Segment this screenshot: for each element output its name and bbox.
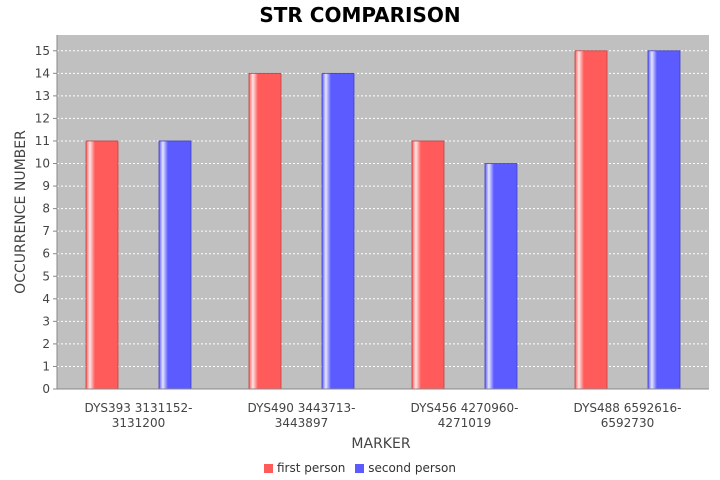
legend-label: second person [368, 461, 456, 475]
x-tick-label: DYS393 3131152-3131200 [84, 401, 192, 430]
y-tick-label: 7 [42, 224, 50, 238]
y-tick-label: 10 [35, 157, 50, 171]
y-tick-label: 2 [42, 337, 50, 351]
legend-label: first person [277, 461, 346, 475]
bar-second-person [647, 50, 681, 390]
legend: first person second person [0, 461, 720, 476]
y-tick-label: 9 [42, 179, 50, 193]
y-tick-label: 13 [35, 89, 50, 103]
y-tick-label: 11 [35, 134, 50, 148]
y-tick-label: 12 [35, 111, 50, 125]
legend-item-first-person: first person [264, 461, 345, 475]
bar-first-person [248, 72, 282, 390]
x-axis-title: MARKER [351, 436, 410, 452]
y-tick-label: 14 [35, 66, 50, 80]
bars [85, 50, 681, 390]
y-tick-label: 8 [42, 202, 50, 216]
bar-first-person [411, 140, 445, 390]
chart-title: STR COMPARISON [259, 3, 461, 27]
legend-swatch-blue [355, 463, 365, 473]
bar-second-person [484, 163, 518, 390]
x-tick-label: DYS488 6592616-6592730 [573, 401, 681, 430]
x-tick-label: DYS490 3443713-3443897 [247, 401, 355, 430]
legend-swatch-red [264, 463, 273, 473]
y-tick-label: 3 [42, 314, 50, 328]
y-tick-label: 15 [35, 44, 50, 58]
bar-first-person [85, 140, 119, 390]
bar-second-person [321, 72, 355, 390]
bar-second-person [158, 140, 192, 390]
y-tick-label: 0 [42, 382, 50, 396]
y-tick-label: 6 [42, 247, 50, 261]
axes [53, 35, 709, 390]
legend-item-second-person: second person [355, 461, 456, 475]
y-tick-label: 5 [42, 269, 50, 283]
y-tick-label: 4 [42, 292, 50, 306]
y-tick-label: 1 [42, 359, 50, 373]
x-tick-label: DYS456 4270960-4271019 [410, 401, 518, 430]
plot-area [57, 35, 709, 389]
y-axis-title: OCCURRENCE NUMBER [13, 130, 29, 294]
bar-first-person [574, 50, 608, 390]
